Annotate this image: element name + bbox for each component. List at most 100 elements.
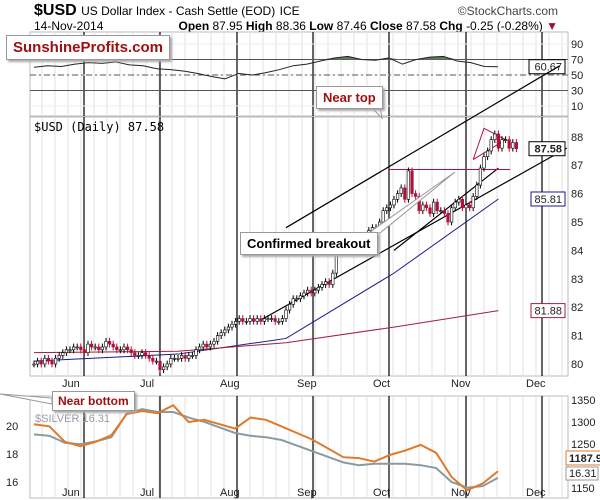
price-last-label: 87.58 bbox=[534, 144, 562, 156]
gold-line bbox=[33, 404, 499, 492]
candle-body bbox=[403, 187, 407, 200]
candle-body bbox=[46, 358, 50, 362]
month-tick-bottom: Aug bbox=[220, 487, 240, 499]
ma50-last-label-box bbox=[530, 191, 566, 207]
candle-body bbox=[460, 198, 465, 209]
candle-body bbox=[453, 201, 457, 209]
month-tick-bottom: Jul bbox=[140, 487, 154, 499]
candle-body bbox=[287, 304, 292, 311]
candle-body bbox=[133, 352, 137, 356]
price-last-label-box bbox=[528, 141, 566, 157]
candle-body bbox=[108, 340, 112, 345]
silver-legend: $SILVER 16.31 bbox=[35, 413, 111, 425]
month-tick: Nov bbox=[451, 378, 471, 390]
candle-body bbox=[435, 201, 439, 211]
month-tick: Jun bbox=[62, 378, 80, 390]
candle-body bbox=[223, 329, 227, 334]
candle-body bbox=[259, 318, 263, 322]
candle-body bbox=[395, 193, 400, 200]
price-tick: 87 bbox=[571, 160, 583, 172]
silver-tick: 16 bbox=[6, 477, 18, 489]
candle-body bbox=[284, 309, 288, 319]
candle-body bbox=[457, 198, 461, 203]
candle-body bbox=[212, 340, 216, 345]
candle-body bbox=[313, 289, 317, 294]
candle-body bbox=[280, 318, 285, 322]
candle-body bbox=[100, 346, 104, 351]
silver-line bbox=[33, 408, 499, 489]
candle-body bbox=[511, 142, 515, 149]
candle-body bbox=[144, 352, 148, 356]
month-tick: Dec bbox=[526, 378, 546, 390]
candle-body bbox=[467, 204, 472, 209]
candle-body bbox=[180, 355, 184, 359]
candle-body bbox=[172, 358, 177, 360]
confirmed-breakout-note: Confirmed breakout bbox=[240, 232, 378, 255]
candle-body bbox=[248, 318, 252, 322]
ma50-line bbox=[33, 198, 499, 362]
candle-body bbox=[482, 156, 486, 169]
main-panel-title: $USD (Daily) 87.58 bbox=[34, 120, 165, 134]
candle-body bbox=[309, 289, 313, 294]
candle-body bbox=[82, 349, 86, 353]
candle-body bbox=[64, 349, 68, 353]
rsi-tick: 10 bbox=[571, 101, 583, 113]
price-tick: 85 bbox=[571, 217, 583, 229]
candle-body bbox=[57, 355, 61, 359]
rsi-tick: 70 bbox=[571, 55, 583, 67]
near-top-note: Near top bbox=[316, 86, 383, 109]
gold-tick: 1300 bbox=[571, 417, 595, 429]
candle-body bbox=[205, 343, 209, 348]
candle-body bbox=[327, 281, 331, 285]
candle-body bbox=[39, 360, 43, 365]
month-tick: Sep bbox=[297, 378, 317, 390]
candle-body bbox=[43, 358, 47, 365]
rsi-last-label: 60.67 bbox=[534, 62, 562, 74]
candle-body bbox=[162, 366, 166, 370]
candle-body bbox=[216, 335, 220, 342]
candle-body bbox=[187, 355, 191, 359]
candle-body bbox=[104, 340, 108, 348]
candle-body bbox=[417, 196, 421, 211]
candle-body bbox=[388, 204, 393, 209]
near-bottom-note: Near bottom bbox=[52, 391, 135, 411]
candle-body bbox=[140, 352, 144, 356]
candle-body bbox=[237, 318, 241, 322]
silver-last-label: 16.31 bbox=[569, 468, 597, 480]
candle-body bbox=[439, 210, 443, 212]
candle-body bbox=[323, 281, 328, 285]
candle-body bbox=[331, 272, 335, 285]
silver-tick: 18 bbox=[6, 449, 18, 461]
gold-tick: 1350 bbox=[571, 395, 595, 407]
candle-body bbox=[194, 349, 198, 356]
candle-body bbox=[244, 321, 249, 323]
trend-line bbox=[285, 65, 560, 229]
candle-body bbox=[79, 346, 83, 351]
month-tick-bottom: Dec bbox=[526, 487, 546, 499]
candle-body bbox=[72, 346, 76, 351]
month-tick: Jul bbox=[140, 378, 154, 390]
chart-date: 14-Nov-2014 bbox=[34, 19, 104, 33]
candle-body bbox=[118, 349, 122, 352]
candle-body bbox=[431, 201, 436, 214]
candle-body bbox=[478, 167, 483, 186]
candle-body bbox=[50, 360, 54, 365]
candle-body bbox=[122, 346, 126, 351]
silver-tick: 20 bbox=[6, 421, 18, 433]
candle-body bbox=[316, 287, 321, 291]
candle-body bbox=[277, 321, 281, 323]
candle-body bbox=[424, 204, 429, 209]
ma50-last-label: 85.81 bbox=[534, 194, 562, 206]
candle-body bbox=[442, 210, 447, 214]
candle-body bbox=[302, 292, 306, 297]
rsi-tick: 90 bbox=[571, 39, 583, 51]
candle-body bbox=[305, 289, 310, 294]
candle-body bbox=[399, 187, 403, 194]
ma200-last-label-box bbox=[530, 303, 566, 319]
price-tick: 80 bbox=[571, 359, 583, 371]
candle-body bbox=[298, 295, 303, 299]
silver-last-box bbox=[565, 466, 599, 481]
candle-body bbox=[255, 318, 259, 322]
brand-label: SunshineProfits.com bbox=[6, 35, 171, 60]
